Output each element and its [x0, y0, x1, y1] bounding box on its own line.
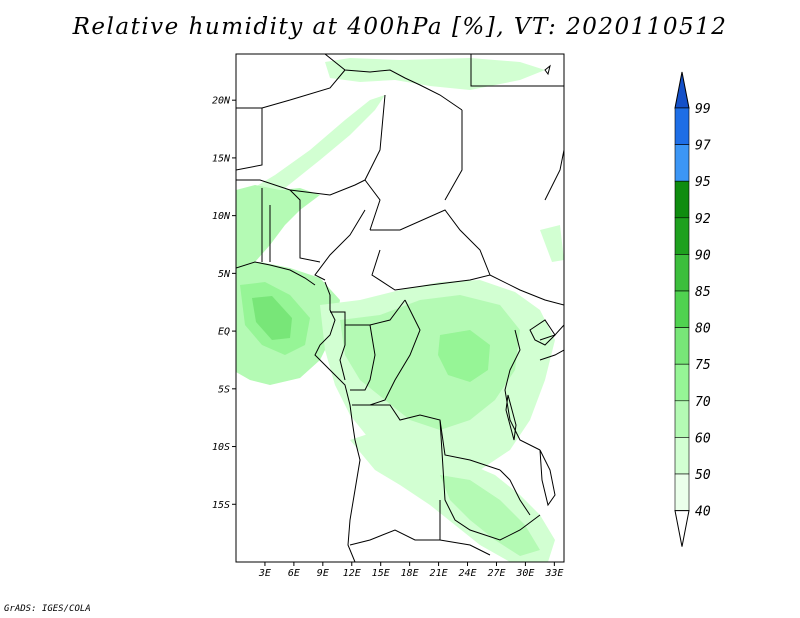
humidity-patch-gulf-deep: [252, 296, 292, 340]
humidity-patch-congo-deep: [438, 330, 490, 382]
humidity-patch-south-core: [440, 475, 540, 556]
humidity-patch-east: [540, 225, 564, 262]
lon-tick-label: 27E: [487, 568, 505, 579]
border-line: [350, 324, 376, 391]
coastline: [314, 281, 361, 562]
colorbar-label: 75: [695, 358, 711, 373]
colorbar-label: 70: [695, 395, 711, 410]
colorbar-label: 50: [695, 468, 711, 483]
lat-tick-label: EQ: [218, 327, 230, 338]
border-line: [370, 209, 491, 276]
colorbar-segment: [674, 363, 690, 402]
colorbar-segment: [674, 180, 690, 219]
lat-tick-label: 10N: [212, 211, 231, 222]
lon-tick-label: 24E: [458, 568, 476, 579]
border-line: [289, 189, 321, 263]
border-line: [289, 69, 346, 101]
colorbar-label: 85: [695, 285, 711, 300]
colorbar-segment: [674, 217, 690, 255]
border-line: [504, 329, 541, 451]
border-line: [444, 110, 463, 201]
humidity-patch-westcoast: [236, 185, 320, 268]
lake: [539, 449, 556, 507]
colorbar-segment: [674, 290, 690, 328]
colorbar-segment: [674, 473, 690, 511]
colorbar-label: 90: [695, 248, 711, 263]
humidity-patch-north: [325, 58, 545, 90]
borders: [236, 54, 564, 562]
colorbar-segment: [674, 144, 690, 182]
colorbar-label: 92: [695, 212, 711, 227]
lake: [544, 64, 551, 76]
lon-tick-label: 12E: [343, 568, 361, 579]
chart-title: Relative humidity at 400hPa [%], VT: 202…: [72, 14, 728, 40]
lon-tick-label: 33E: [544, 568, 563, 579]
border-line: [352, 404, 501, 471]
humidity-patch-congo-core: [340, 295, 520, 430]
humidity-patch-streak: [250, 95, 385, 205]
border-line: [339, 325, 346, 381]
colorbar-arrow-bottom: [674, 510, 690, 547]
lat-tick-label: 5N: [218, 269, 231, 280]
grads-credit: GrADS: IGES/COLA: [4, 604, 91, 614]
lon-tick-label: 9E: [317, 568, 329, 579]
colorbar-segment: [674, 107, 690, 145]
lat-tick-label: 20N: [212, 96, 231, 107]
coastline: [236, 261, 316, 286]
lon-tick-label: 15E: [372, 568, 390, 579]
lat-axis: 20N 15N 10N 5N EQ 5S 10S 15S: [212, 96, 236, 511]
lon-axis: 3E 6E 9E 12E 15E 18E 21E 24E 27E 30E 33E: [258, 562, 563, 579]
border-line: [236, 108, 263, 171]
border-line: [439, 419, 541, 541]
colorbar-label: 60: [695, 431, 711, 446]
colorbar-segment: [674, 437, 690, 475]
border-line: [324, 54, 463, 111]
border-line: [261, 99, 291, 109]
lake: [505, 394, 517, 441]
lon-tick-label: 21E: [430, 568, 448, 579]
border-line: [314, 209, 366, 281]
lat-tick-label: 10S: [212, 442, 230, 453]
lat-tick-label: 5S: [218, 384, 230, 395]
lon-tick-label: 3E: [258, 568, 271, 579]
border-line: [539, 349, 564, 361]
colorbar-arrow-top: [674, 71, 690, 109]
lon-tick-label: 18E: [401, 568, 419, 579]
colorbar-label: 80: [695, 322, 711, 337]
colorbar-segment: [674, 254, 690, 292]
border-line: [544, 149, 564, 201]
lake: [529, 319, 556, 346]
colorbar-label: 40: [695, 505, 711, 520]
colorbar-label: 99: [695, 102, 711, 117]
colorbar: 99 97 95 92 90 85 80 75 70 60 50 40: [674, 71, 711, 547]
map-frame: [235, 53, 565, 563]
border-line: [470, 54, 564, 87]
colorbar-label: 95: [695, 175, 711, 190]
colorbar-segment: [674, 327, 690, 365]
lon-tick-label: 30E: [515, 568, 534, 579]
lat-tick-label: 15S: [212, 500, 230, 511]
border-line: [371, 249, 564, 306]
lat-tick-label: 15N: [212, 153, 231, 164]
border-line: [349, 529, 491, 556]
lon-tick-label: 6E: [288, 568, 300, 579]
colorbar-segment: [674, 400, 690, 438]
colorbar-label: 97: [695, 139, 711, 154]
border-line: [236, 179, 366, 196]
border-line: [330, 299, 406, 326]
border-line: [499, 469, 531, 516]
humidity-shading: [236, 58, 564, 562]
